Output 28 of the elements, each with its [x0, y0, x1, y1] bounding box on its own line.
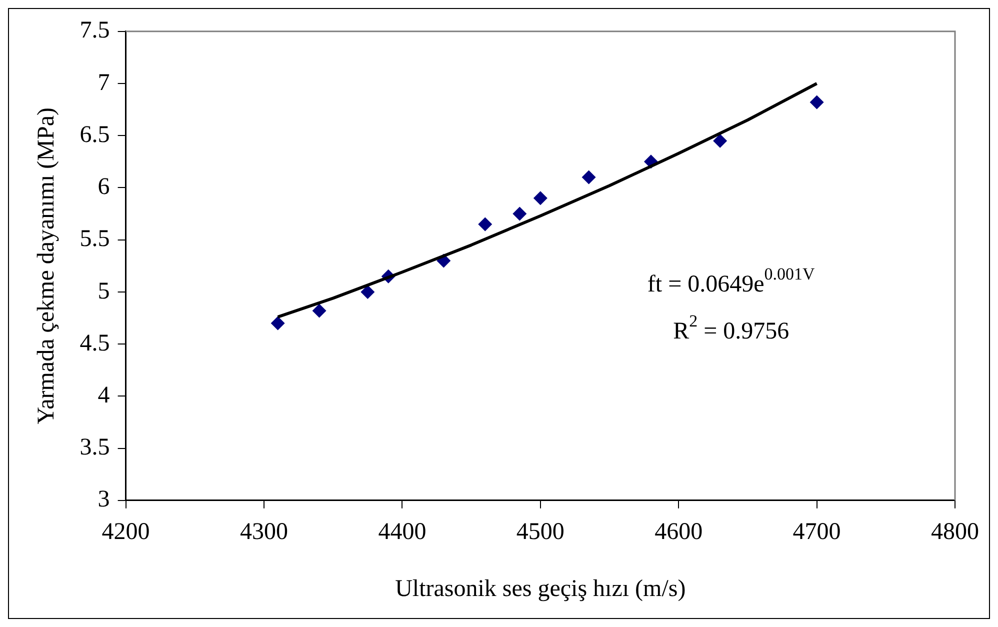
x-tick-label: 4200 [102, 519, 150, 546]
y-tick-label: 6 [98, 174, 110, 200]
point [360, 284, 375, 299]
x-tick-label: 4600 [654, 519, 703, 546]
y-tick-label: 3 [98, 486, 110, 513]
x-axis-title: Ultrasonik ses geçiş hızı (m/s) [395, 576, 686, 602]
point [810, 95, 824, 110]
point [512, 206, 527, 221]
x-tick-label: 4300 [240, 519, 288, 546]
x-tick-label: 4500 [516, 519, 564, 546]
x-tick-label: 4800 [931, 519, 979, 546]
point [582, 170, 596, 184]
point [270, 316, 285, 330]
point [713, 134, 728, 148]
y-tick-label: 4.5 [80, 330, 110, 356]
x-tick-label: 4700 [792, 519, 841, 546]
point [533, 191, 548, 206]
y-tick-label: 5 [98, 278, 110, 304]
y-tick-label: 3.5 [80, 434, 110, 461]
y-tick-label: 6.5 [80, 122, 110, 148]
y-axis-title: Yarmada çekme dayanımı (MPa) [34, 107, 60, 424]
y-tick-label: 7.5 [80, 18, 110, 44]
y-tick-label: 7 [98, 70, 110, 96]
point [478, 217, 492, 232]
point [312, 304, 326, 318]
y-tick-label: 5.5 [80, 226, 110, 252]
x-tick-label: 4400 [378, 519, 426, 546]
y-tick-label: 4 [98, 382, 110, 408]
